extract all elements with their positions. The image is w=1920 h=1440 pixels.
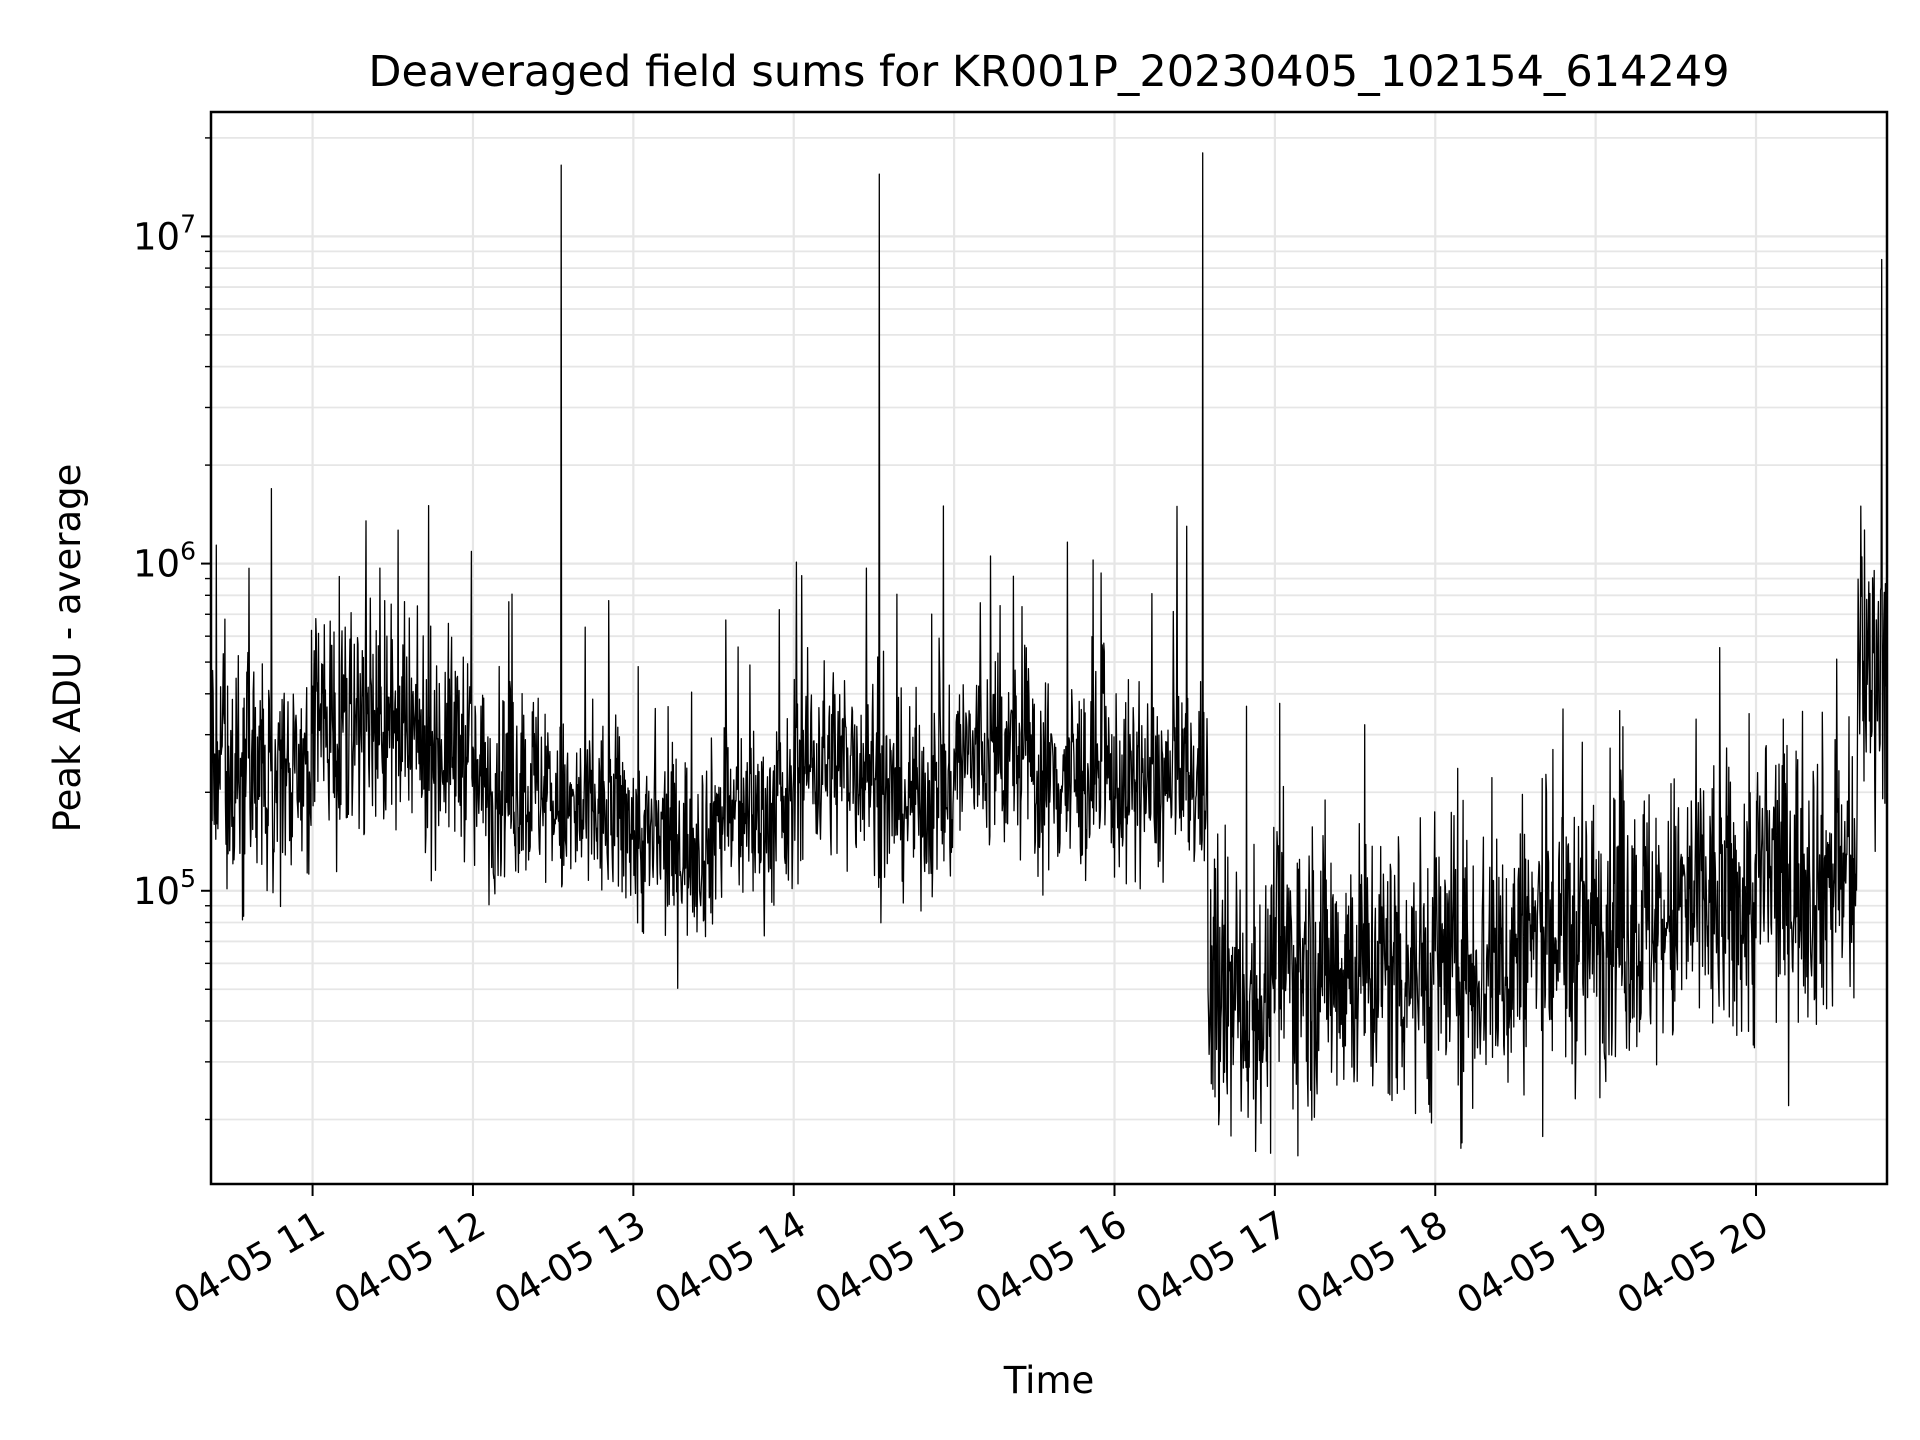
y-tick-label: 106 [133, 537, 196, 586]
data-series [211, 152, 1887, 1157]
plot-frame [209, 110, 1889, 1186]
y-tick-label: 107 [133, 209, 196, 258]
x-axis-label: Time [1003, 1359, 1095, 1402]
series-line [211, 152, 1887, 1157]
y-tick-label: 105 [133, 864, 196, 913]
y-axis-label: Peak ADU - average [46, 464, 89, 833]
chart-title: Deaveraged field sums for KR001P_2023040… [368, 47, 1729, 97]
